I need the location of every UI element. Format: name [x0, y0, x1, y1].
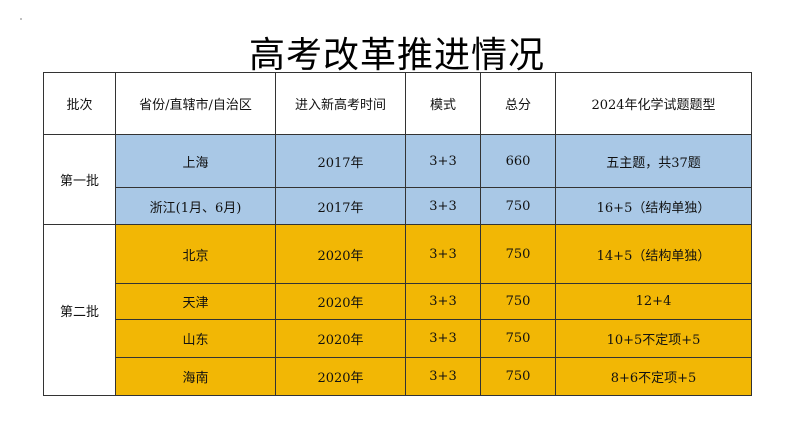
province-cell: 天津	[115, 283, 276, 320]
province-cell: 海南	[115, 357, 276, 396]
mode-cell: 3+3	[405, 134, 481, 188]
type-cell: 16+5（结构单独）	[555, 187, 752, 225]
province-cell: 浙江(1月、6月)	[115, 187, 276, 225]
header-question-type: 2024年化学试题题型	[555, 72, 752, 135]
total-cell: 750	[480, 319, 556, 358]
table-row: 第一批 上海 2017年 3+3 660 五主题，共37题	[43, 134, 752, 225]
reform-progress-table: 批次 省份/直辖市/自治区 进入新高考时间 模式 总分 2024年化学试题题型 …	[43, 72, 752, 396]
type-cell: 8+6不定项+5	[555, 357, 752, 396]
type-cell: 10+5不定项+5	[555, 319, 752, 358]
table-header-row: 批次 省份/直辖市/自治区 进入新高考时间 模式 总分 2024年化学试题题型	[43, 72, 752, 135]
mode-cell: 3+3	[405, 357, 481, 396]
year-cell: 2020年	[275, 357, 406, 396]
corner-dot	[20, 18, 22, 20]
total-cell: 750	[480, 187, 556, 225]
table-row: 浙江(1月、6月) 2017年 3+3 750 16+5（结构单独）	[44, 187, 752, 225]
year-cell: 2020年	[275, 319, 406, 358]
page-title: 高考改革推进情况	[248, 35, 545, 76]
header-batch: 批次	[43, 72, 116, 135]
batch-label: 第一批	[43, 134, 116, 225]
type-cell: 14+5（结构单独）	[555, 224, 752, 284]
total-cell: 750	[480, 357, 556, 396]
year-cell: 2017年	[275, 187, 406, 225]
header-total-score: 总分	[480, 72, 556, 135]
total-cell: 750	[480, 224, 556, 284]
header-province: 省份/直辖市/自治区	[115, 72, 276, 135]
header-mode: 模式	[405, 72, 481, 135]
year-cell: 2020年	[275, 224, 406, 284]
province-cell: 山东	[115, 319, 276, 358]
mode-cell: 3+3	[405, 224, 481, 284]
mode-cell: 3+3	[405, 319, 481, 358]
year-cell: 2017年	[275, 134, 406, 188]
province-cell: 北京	[115, 224, 276, 284]
table-row: 第二批 北京 2020年 3+3 750 14+5（结构单独）	[43, 224, 752, 396]
total-cell: 750	[480, 283, 556, 320]
type-cell: 12+4	[555, 283, 752, 320]
total-cell: 660	[480, 134, 556, 188]
mode-cell: 3+3	[405, 187, 481, 225]
year-cell: 2020年	[275, 283, 406, 320]
province-cell: 上海	[115, 134, 276, 188]
table-row: 海南 2020年 3+3 750 8+6不定项+5	[44, 357, 752, 396]
table-row: 山东 2020年 3+3 750 10+5不定项+5	[44, 319, 752, 358]
type-cell: 五主题，共37题	[555, 134, 752, 188]
batch-label: 第二批	[43, 224, 116, 396]
mode-cell: 3+3	[405, 283, 481, 320]
table-row: 天津 2020年 3+3 750 12+4	[44, 283, 752, 320]
header-start-time: 进入新高考时间	[275, 72, 406, 135]
